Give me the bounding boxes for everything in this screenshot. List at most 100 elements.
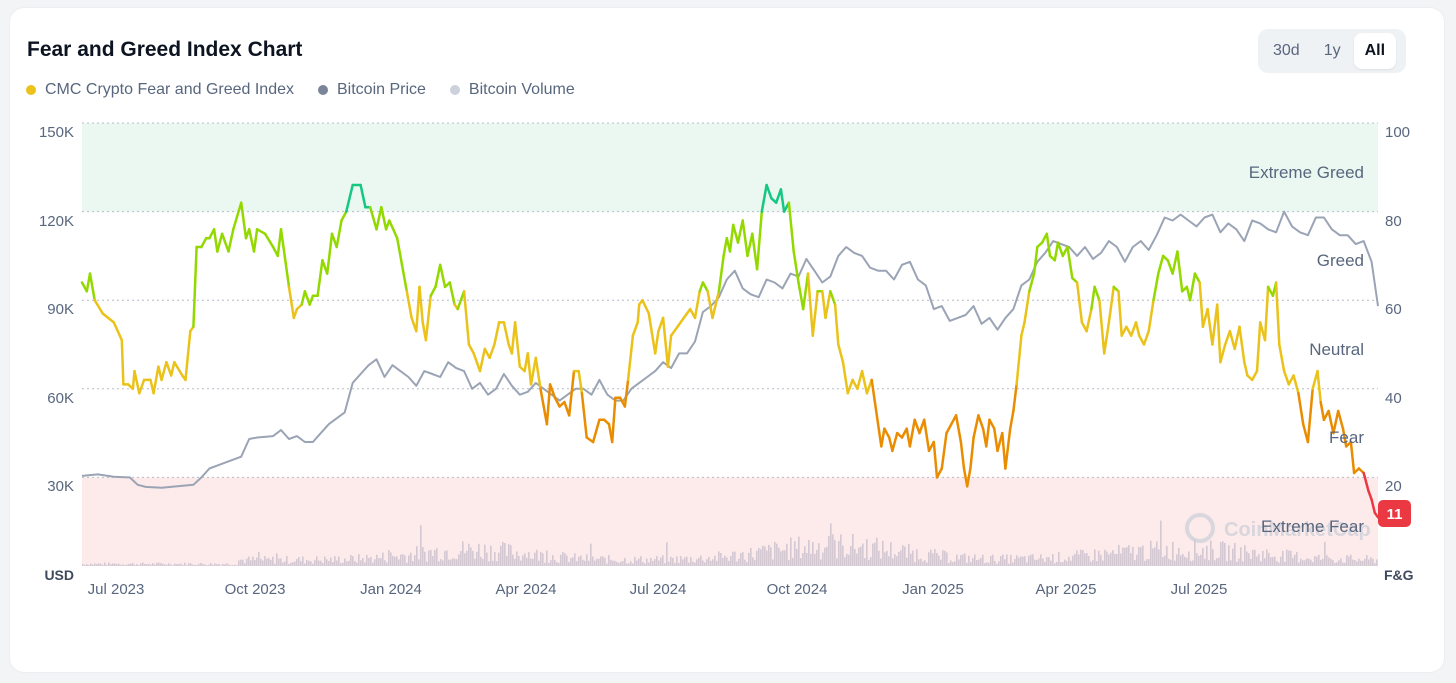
volume-bar [1110,552,1112,566]
volume-bar [848,554,850,566]
volume-bar [610,559,612,566]
volume-bar [774,541,776,566]
fng-segment [1085,307,1093,333]
volume-bar [506,555,508,566]
legend-item-price[interactable]: Bitcoin Price [318,81,426,99]
fng-segment [400,263,409,293]
volume-bar [1286,549,1288,566]
volume-bar [460,551,462,566]
volume-bar [770,547,772,566]
gridlines [82,122,1378,478]
fng-segment [1028,272,1036,293]
volume-bar [1092,560,1094,566]
volume-bar [620,561,622,566]
fng-segment [1032,245,1039,275]
fng-segment [462,290,471,346]
volume-bar [1008,563,1010,566]
range-all-button[interactable]: All [1353,33,1397,69]
volume-bar [366,554,368,566]
volume-bar [384,560,386,566]
fng-segment [891,431,899,453]
volume-bar [126,564,128,566]
volume-bar [824,547,826,566]
volume-bar [1368,559,1370,566]
volume-bar [578,556,580,566]
volume-bar [990,555,992,566]
volume-bar [516,551,518,566]
fng-segment [529,356,538,386]
volume-bar [116,564,118,566]
fng-segment [1117,290,1123,337]
volume-bar [796,548,798,566]
volume-bar [1132,546,1134,566]
volume-bar [378,558,380,566]
volume-bar [190,563,192,566]
volume-bar [482,558,484,566]
volume-bar [1044,561,1046,566]
volume-bar [1210,540,1212,566]
volume-bar [1174,560,1176,566]
fng-segment [1129,321,1138,337]
volume-bar [544,562,546,566]
volume-bar [672,557,674,566]
fng-segment [359,183,367,209]
volume-bar [546,550,548,566]
volume-bar [972,558,974,566]
fng-segment [1015,334,1023,386]
x-axis: Jul 2023 Oct 2023 Jan 2024 Apr 2024 Jul … [88,581,1228,598]
legend-item-fng[interactable]: CMC Crypto Fear and Greed Index [26,81,294,99]
volume-bar [1116,554,1118,566]
volume-bar [236,565,238,566]
volume-bar [98,563,100,566]
x-tick-label: Oct 2023 [225,581,286,598]
range-30d-button[interactable]: 30d [1262,33,1311,69]
volume-bar [852,533,854,566]
volume-bar [280,558,282,566]
current-value-badge[interactable]: 11 [1378,500,1411,527]
fng-segment [1336,409,1345,430]
volume-bar [660,557,662,566]
volume-bar [140,563,142,566]
x-tick-label: Jul 2023 [88,581,145,598]
fng-segment [429,285,437,298]
volume-bar [854,548,856,566]
volume-bar [340,563,342,566]
fng-segment [821,290,827,320]
volume-bar [1042,558,1044,566]
volume-bar [326,559,328,566]
volume-bar [850,546,852,566]
volume-bar [976,560,978,566]
x-tick-label: Apr 2025 [1036,581,1097,598]
volume-bar [694,562,696,566]
volume-bar [1104,549,1106,566]
fng-segment [513,321,522,368]
volume-bar [338,556,340,566]
fng-segment [908,418,916,448]
volume-bar [732,551,734,566]
volume-bar [166,564,168,566]
volume-bar [1232,548,1234,566]
volume-bar [668,561,670,566]
volume-bar [1108,554,1110,566]
volume-bar [322,563,324,566]
chart-title: Fear and Greed Index Chart [27,38,303,61]
fng-segment [945,422,953,435]
legend-item-volume[interactable]: Bitcoin Volume [449,81,575,99]
volume-bar [894,554,896,566]
volume-bar [736,561,738,566]
volume-bar [728,560,730,566]
volume-bar [1284,561,1286,566]
volume-bar [180,563,182,566]
volume-bar [192,564,194,566]
volume-bar [216,564,218,566]
fng-segment [841,360,850,395]
fng-segment [1341,427,1348,448]
volume-bar [230,565,232,566]
left-tick-label: 150K [39,124,74,141]
volume-bar [480,556,482,566]
volume-bar [964,553,966,566]
fng-segment [792,250,800,284]
range-1y-button[interactable]: 1y [1313,33,1352,69]
volume-bar [890,542,892,566]
